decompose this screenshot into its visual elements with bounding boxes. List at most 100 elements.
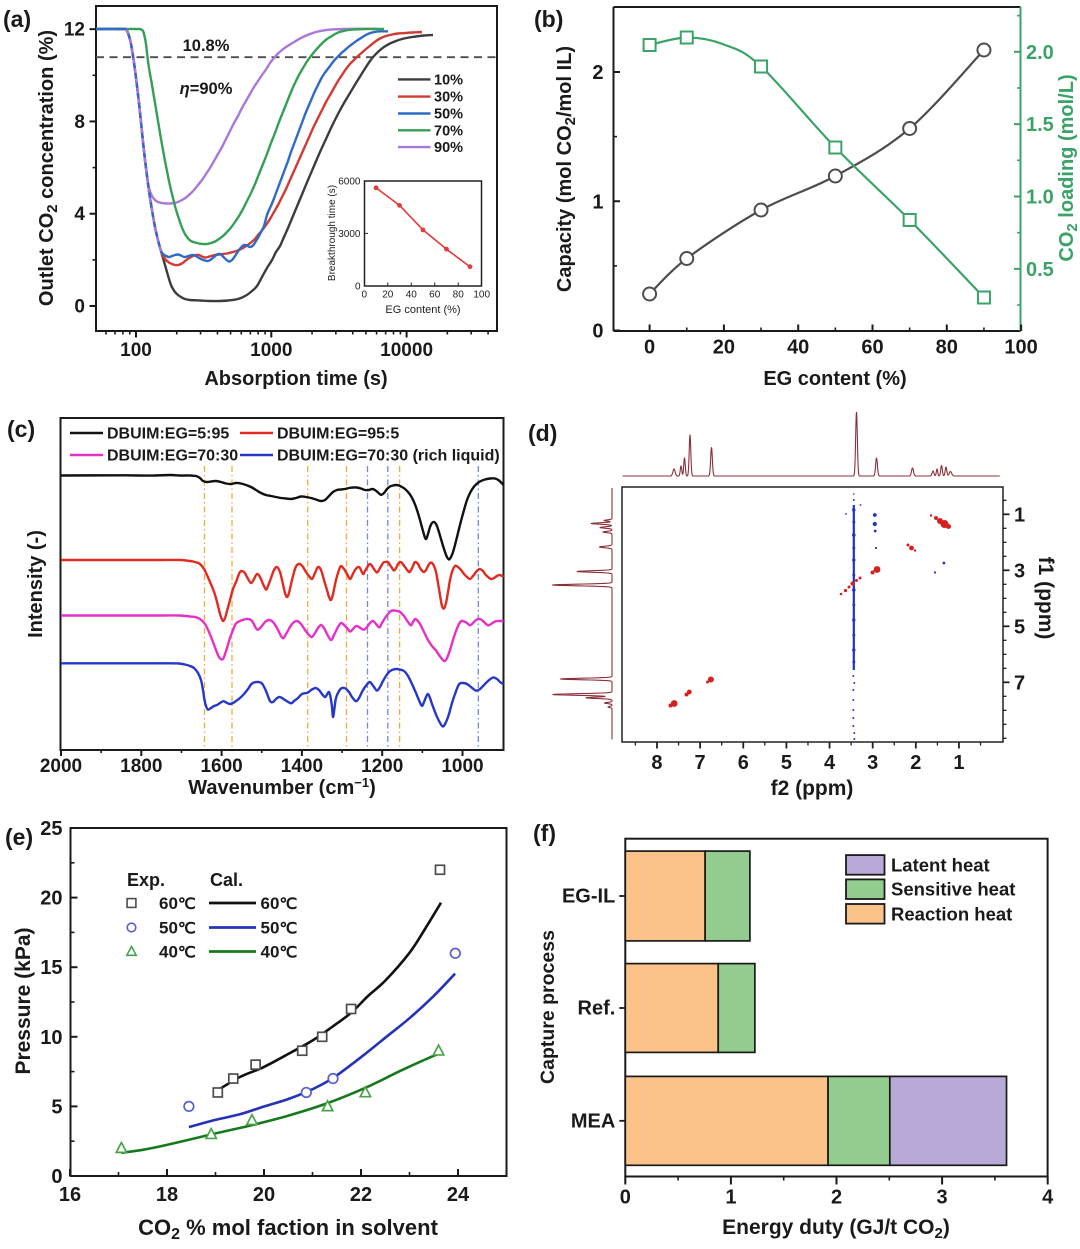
svg-text:4: 4 bbox=[1042, 1187, 1054, 1209]
svg-text:1.0: 1.0 bbox=[1026, 187, 1054, 209]
svg-text:20: 20 bbox=[40, 888, 62, 910]
svg-text:Energy duty (GJ/t CO2): Energy duty (GJ/t CO2) bbox=[722, 1216, 950, 1242]
svg-text:Reaction heat: Reaction heat bbox=[891, 903, 1012, 924]
svg-text:EG-IL: EG-IL bbox=[562, 886, 615, 908]
svg-text:1: 1 bbox=[953, 752, 964, 774]
svg-text:3: 3 bbox=[937, 1187, 948, 1209]
svg-text:7: 7 bbox=[695, 752, 706, 774]
svg-text:0: 0 bbox=[644, 337, 655, 359]
svg-text:10: 10 bbox=[40, 1027, 62, 1049]
svg-text:Capacity (mol CO2/mol IL): Capacity (mol CO2/mol IL) bbox=[554, 46, 579, 292]
svg-text:Capture process: Capture process bbox=[537, 930, 559, 1084]
svg-text:20: 20 bbox=[382, 290, 394, 301]
svg-text:(e): (e) bbox=[5, 824, 33, 850]
svg-text:40: 40 bbox=[787, 337, 809, 359]
svg-text:MEA: MEA bbox=[571, 1110, 615, 1132]
svg-text:Cal.: Cal. bbox=[210, 870, 243, 890]
svg-text:Sensitive heat: Sensitive heat bbox=[891, 879, 1015, 900]
svg-text:(d): (d) bbox=[528, 420, 557, 446]
svg-text:2: 2 bbox=[592, 62, 603, 84]
svg-text:40: 40 bbox=[406, 290, 418, 301]
svg-text:DBUIM:EG=5:95: DBUIM:EG=5:95 bbox=[107, 426, 229, 443]
svg-text:22: 22 bbox=[350, 1184, 372, 1206]
svg-text:18: 18 bbox=[156, 1184, 178, 1206]
svg-text:1200: 1200 bbox=[361, 756, 403, 777]
svg-text:20: 20 bbox=[253, 1184, 275, 1206]
svg-text:5: 5 bbox=[1014, 616, 1025, 638]
svg-text:90%: 90% bbox=[434, 140, 463, 156]
svg-text:50%: 50% bbox=[434, 107, 463, 123]
svg-text:24: 24 bbox=[447, 1184, 470, 1206]
svg-text:8: 8 bbox=[651, 752, 662, 774]
svg-text:100: 100 bbox=[1004, 337, 1037, 359]
svg-text:80: 80 bbox=[453, 290, 465, 301]
svg-text:1: 1 bbox=[1014, 504, 1025, 526]
svg-text:η=90%: η=90% bbox=[180, 80, 233, 98]
svg-text:(a): (a) bbox=[3, 6, 31, 32]
svg-text:1800: 1800 bbox=[120, 756, 162, 777]
svg-text:Exp.: Exp. bbox=[127, 870, 165, 890]
svg-text:CO2 loading (mol/L): CO2 loading (mol/L) bbox=[1056, 74, 1080, 261]
svg-text:70%: 70% bbox=[434, 123, 463, 139]
svg-text:Wavenumber (cm−1): Wavenumber (cm−1) bbox=[188, 775, 375, 799]
svg-text:5: 5 bbox=[51, 1096, 62, 1118]
svg-text:10%: 10% bbox=[434, 72, 463, 88]
svg-text:5: 5 bbox=[781, 752, 792, 774]
svg-text:Absorption time (s): Absorption time (s) bbox=[204, 368, 387, 390]
svg-text:15: 15 bbox=[40, 957, 62, 979]
svg-text:Pressure (kPa): Pressure (kPa) bbox=[12, 927, 35, 1074]
svg-text:EG content (%): EG content (%) bbox=[385, 304, 460, 316]
svg-text:6000: 6000 bbox=[338, 176, 361, 187]
svg-text:DBUIM:EG=70:30: DBUIM:EG=70:30 bbox=[107, 448, 238, 465]
svg-text:1400: 1400 bbox=[281, 756, 323, 777]
svg-text:40℃: 40℃ bbox=[261, 943, 298, 962]
svg-text:16: 16 bbox=[59, 1184, 81, 1206]
svg-text:2: 2 bbox=[831, 1187, 842, 1209]
svg-text:60℃: 60℃ bbox=[261, 894, 298, 913]
svg-text:0: 0 bbox=[355, 282, 361, 293]
svg-text:12: 12 bbox=[64, 20, 85, 41]
svg-text:1000: 1000 bbox=[250, 340, 292, 361]
svg-text:f2 (ppm): f2 (ppm) bbox=[771, 777, 854, 800]
svg-text:1: 1 bbox=[725, 1187, 736, 1209]
svg-text:Latent heat: Latent heat bbox=[891, 854, 990, 875]
svg-text:50℃: 50℃ bbox=[261, 919, 298, 938]
svg-text:Ref.: Ref. bbox=[578, 998, 616, 1020]
svg-text:1.5: 1.5 bbox=[1026, 114, 1054, 136]
svg-text:1000: 1000 bbox=[441, 756, 483, 777]
svg-text:(f): (f) bbox=[533, 820, 556, 846]
svg-text:0: 0 bbox=[620, 1187, 631, 1209]
svg-text:CO2 % mol faction in solvent: CO2 % mol faction in solvent bbox=[138, 1215, 439, 1243]
svg-text:7: 7 bbox=[1014, 672, 1025, 694]
svg-text:40℃: 40℃ bbox=[159, 943, 196, 962]
svg-text:60: 60 bbox=[861, 337, 883, 359]
svg-text:3: 3 bbox=[867, 752, 878, 774]
svg-text:3000: 3000 bbox=[338, 229, 361, 240]
svg-text:Breakthrough time (s): Breakthrough time (s) bbox=[327, 185, 338, 281]
svg-text:Outlet CO2 concentration (%): Outlet CO2 concentration (%) bbox=[36, 30, 61, 306]
svg-text:(c): (c) bbox=[7, 416, 35, 442]
svg-text:EG content (%): EG content (%) bbox=[763, 368, 906, 390]
svg-text:4: 4 bbox=[74, 204, 85, 225]
svg-text:6: 6 bbox=[738, 752, 749, 774]
svg-text:0.5: 0.5 bbox=[1026, 259, 1054, 281]
svg-text:0: 0 bbox=[74, 297, 85, 318]
svg-text:10.8%: 10.8% bbox=[183, 37, 230, 55]
svg-text:25: 25 bbox=[40, 818, 62, 840]
svg-text:3: 3 bbox=[1014, 560, 1025, 582]
svg-text:1600: 1600 bbox=[200, 756, 242, 777]
svg-text:Intensity (-): Intensity (-) bbox=[25, 530, 47, 638]
svg-text:8: 8 bbox=[74, 112, 85, 133]
svg-text:30%: 30% bbox=[434, 90, 463, 106]
svg-text:(b): (b) bbox=[534, 6, 563, 32]
svg-text:2.0: 2.0 bbox=[1026, 42, 1054, 64]
svg-text:0: 0 bbox=[362, 290, 368, 301]
svg-text:2000: 2000 bbox=[40, 756, 82, 777]
svg-text:20: 20 bbox=[713, 337, 735, 359]
svg-text:f1 (ppm): f1 (ppm) bbox=[1034, 557, 1057, 640]
svg-text:1: 1 bbox=[592, 191, 603, 213]
svg-text:0: 0 bbox=[592, 321, 603, 343]
svg-text:DBUIM:EG=70:30 (rich liquid): DBUIM:EG=70:30 (rich liquid) bbox=[277, 448, 500, 465]
svg-text:DBUIM:EG=95:5: DBUIM:EG=95:5 bbox=[277, 426, 399, 443]
svg-text:4: 4 bbox=[824, 752, 836, 774]
